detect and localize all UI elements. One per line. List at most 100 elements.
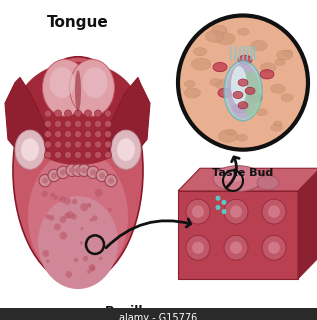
Circle shape bbox=[262, 199, 286, 224]
Circle shape bbox=[94, 120, 101, 127]
Circle shape bbox=[105, 151, 112, 158]
Circle shape bbox=[59, 196, 66, 203]
Circle shape bbox=[88, 264, 95, 271]
Ellipse shape bbox=[233, 104, 247, 113]
Circle shape bbox=[48, 169, 60, 182]
Ellipse shape bbox=[38, 196, 118, 289]
Circle shape bbox=[105, 141, 112, 148]
Ellipse shape bbox=[216, 33, 235, 44]
Circle shape bbox=[192, 205, 204, 218]
Circle shape bbox=[222, 200, 227, 205]
Circle shape bbox=[92, 215, 97, 221]
Ellipse shape bbox=[260, 70, 274, 79]
Circle shape bbox=[44, 151, 51, 158]
Polygon shape bbox=[178, 191, 298, 279]
Circle shape bbox=[85, 131, 92, 138]
Circle shape bbox=[66, 164, 78, 177]
Circle shape bbox=[96, 169, 108, 182]
Ellipse shape bbox=[271, 124, 283, 131]
Text: Taste Bud: Taste Bud bbox=[212, 168, 274, 178]
Circle shape bbox=[60, 169, 66, 175]
Circle shape bbox=[64, 141, 72, 148]
Circle shape bbox=[66, 211, 74, 219]
Ellipse shape bbox=[253, 84, 262, 90]
Circle shape bbox=[42, 178, 48, 184]
Ellipse shape bbox=[21, 138, 39, 161]
Circle shape bbox=[45, 214, 50, 219]
Circle shape bbox=[60, 216, 66, 223]
Circle shape bbox=[64, 131, 72, 138]
Ellipse shape bbox=[221, 169, 245, 182]
Circle shape bbox=[95, 189, 103, 197]
Ellipse shape bbox=[49, 67, 74, 98]
Circle shape bbox=[42, 250, 49, 257]
Ellipse shape bbox=[245, 87, 255, 94]
Circle shape bbox=[94, 131, 101, 138]
Ellipse shape bbox=[238, 28, 249, 35]
Circle shape bbox=[64, 213, 70, 219]
Ellipse shape bbox=[274, 121, 282, 126]
Circle shape bbox=[81, 227, 84, 230]
Circle shape bbox=[88, 204, 91, 208]
Circle shape bbox=[230, 205, 242, 218]
Circle shape bbox=[74, 110, 81, 117]
Ellipse shape bbox=[256, 109, 267, 116]
Ellipse shape bbox=[276, 50, 293, 60]
Ellipse shape bbox=[281, 94, 293, 101]
Circle shape bbox=[90, 266, 95, 272]
Circle shape bbox=[64, 120, 72, 127]
Circle shape bbox=[55, 131, 61, 138]
Circle shape bbox=[192, 242, 204, 254]
Circle shape bbox=[46, 260, 49, 263]
Polygon shape bbox=[5, 77, 50, 160]
Circle shape bbox=[44, 110, 51, 117]
Circle shape bbox=[74, 141, 81, 148]
Ellipse shape bbox=[238, 55, 252, 65]
Circle shape bbox=[268, 205, 280, 218]
Circle shape bbox=[75, 167, 81, 173]
Ellipse shape bbox=[233, 91, 243, 99]
Ellipse shape bbox=[205, 31, 224, 42]
Circle shape bbox=[74, 120, 81, 127]
Circle shape bbox=[108, 178, 114, 184]
Circle shape bbox=[85, 110, 92, 117]
Circle shape bbox=[99, 172, 105, 179]
Ellipse shape bbox=[251, 41, 267, 51]
Circle shape bbox=[39, 174, 51, 187]
Circle shape bbox=[87, 270, 91, 274]
Circle shape bbox=[99, 257, 102, 260]
Circle shape bbox=[74, 151, 81, 158]
Ellipse shape bbox=[231, 66, 247, 105]
Ellipse shape bbox=[184, 88, 201, 98]
Ellipse shape bbox=[82, 67, 107, 98]
Ellipse shape bbox=[210, 79, 222, 86]
Ellipse shape bbox=[212, 25, 227, 35]
Circle shape bbox=[216, 196, 221, 201]
Circle shape bbox=[87, 203, 91, 207]
Ellipse shape bbox=[260, 63, 276, 72]
Ellipse shape bbox=[111, 130, 141, 169]
Circle shape bbox=[49, 215, 54, 220]
Circle shape bbox=[85, 151, 92, 158]
Circle shape bbox=[89, 218, 93, 222]
Circle shape bbox=[55, 120, 61, 127]
Circle shape bbox=[50, 193, 55, 197]
Ellipse shape bbox=[271, 84, 285, 93]
Circle shape bbox=[105, 131, 112, 138]
Circle shape bbox=[178, 15, 308, 150]
Ellipse shape bbox=[15, 130, 45, 169]
Circle shape bbox=[262, 235, 286, 260]
Ellipse shape bbox=[248, 93, 262, 103]
Circle shape bbox=[85, 120, 92, 127]
Ellipse shape bbox=[117, 138, 135, 161]
Circle shape bbox=[87, 166, 99, 179]
Ellipse shape bbox=[257, 175, 279, 190]
Ellipse shape bbox=[69, 59, 114, 116]
Circle shape bbox=[42, 190, 48, 197]
Ellipse shape bbox=[194, 48, 207, 56]
Circle shape bbox=[90, 169, 96, 175]
Circle shape bbox=[94, 141, 101, 148]
Ellipse shape bbox=[227, 63, 259, 119]
Circle shape bbox=[105, 120, 112, 127]
Circle shape bbox=[54, 223, 61, 230]
